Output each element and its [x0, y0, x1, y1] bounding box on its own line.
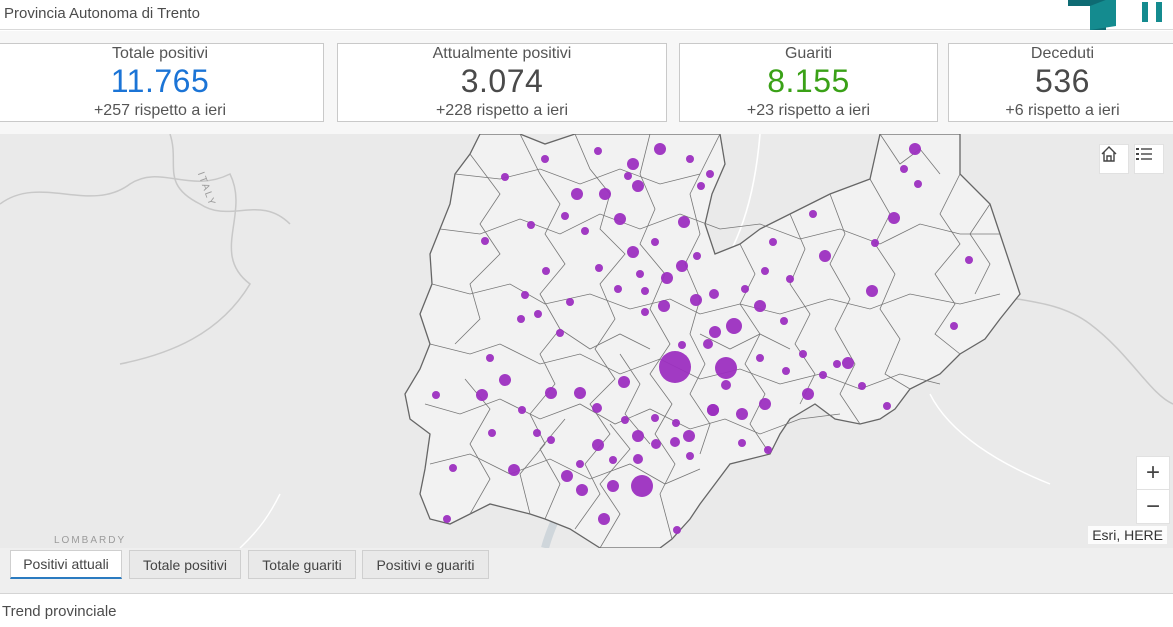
card-totale-positivi: Totale positivi 11.765 +257 rispetto a i… — [0, 43, 324, 122]
card-delta: +6 rispetto a ieri — [1005, 102, 1120, 119]
tab-totale-guariti[interactable]: Totale guariti — [248, 550, 356, 579]
logo — [1060, 0, 1173, 30]
card-attualmente-positivi: Attualmente positivi 3.074 +228 rispetto… — [337, 43, 667, 122]
zoom-out-button[interactable]: − — [1145, 492, 1160, 520]
card-value: 8.155 — [767, 63, 850, 99]
card-value: 11.765 — [110, 63, 210, 99]
card-delta: +257 rispetto a ieri — [93, 102, 227, 119]
app-title: Provincia Autonoma di Trento — [4, 5, 200, 22]
zoom-control: + − — [1136, 456, 1170, 524]
card-label: Attualmente positivi — [432, 45, 572, 62]
home-icon — [1101, 146, 1117, 162]
map-label-lombardy: LOMBARDY — [54, 535, 127, 546]
tab-bar: Positivi attuali Totale positivi Totale … — [0, 548, 1173, 594]
legend-list-icon — [1136, 148, 1152, 160]
card-guariti: Guariti 8.155 +23 rispetto a ieri — [679, 43, 938, 122]
map-canvas[interactable] — [0, 134, 1173, 548]
zoom-in-button[interactable]: + — [1137, 457, 1169, 490]
tab-positivi-e-guariti[interactable]: Positivi e guariti — [362, 550, 489, 579]
card-deceduti: Deceduti 536 +6 rispetto a ieri — [948, 43, 1173, 122]
map-view[interactable]: ITALY LOMBARDY + − Esri, HERE — [0, 134, 1173, 548]
case-markers — [432, 143, 973, 534]
legend-button[interactable] — [1134, 144, 1164, 174]
card-value: 536 — [1035, 63, 1090, 99]
card-label: Totale positivi — [111, 45, 209, 62]
tab-positivi-attuali[interactable]: Positivi attuali — [10, 550, 122, 579]
map-attribution[interactable]: Esri, HERE — [1088, 526, 1167, 544]
card-delta: +23 rispetto a ieri — [746, 102, 871, 119]
card-delta: +228 rispetto a ieri — [435, 102, 569, 119]
app-header: Provincia Autonoma di Trento — [0, 0, 1173, 30]
card-value: 3.074 — [460, 63, 544, 99]
card-label: Deceduti — [1030, 45, 1095, 62]
indicator-strip: Totale positivi 11.765 +257 rispetto a i… — [0, 31, 1173, 134]
trend-title: Trend provinciale — [2, 603, 117, 620]
tab-totale-positivi[interactable]: Totale positivi — [129, 550, 241, 579]
card-label: Guariti — [784, 45, 833, 62]
home-button[interactable] — [1099, 144, 1129, 174]
